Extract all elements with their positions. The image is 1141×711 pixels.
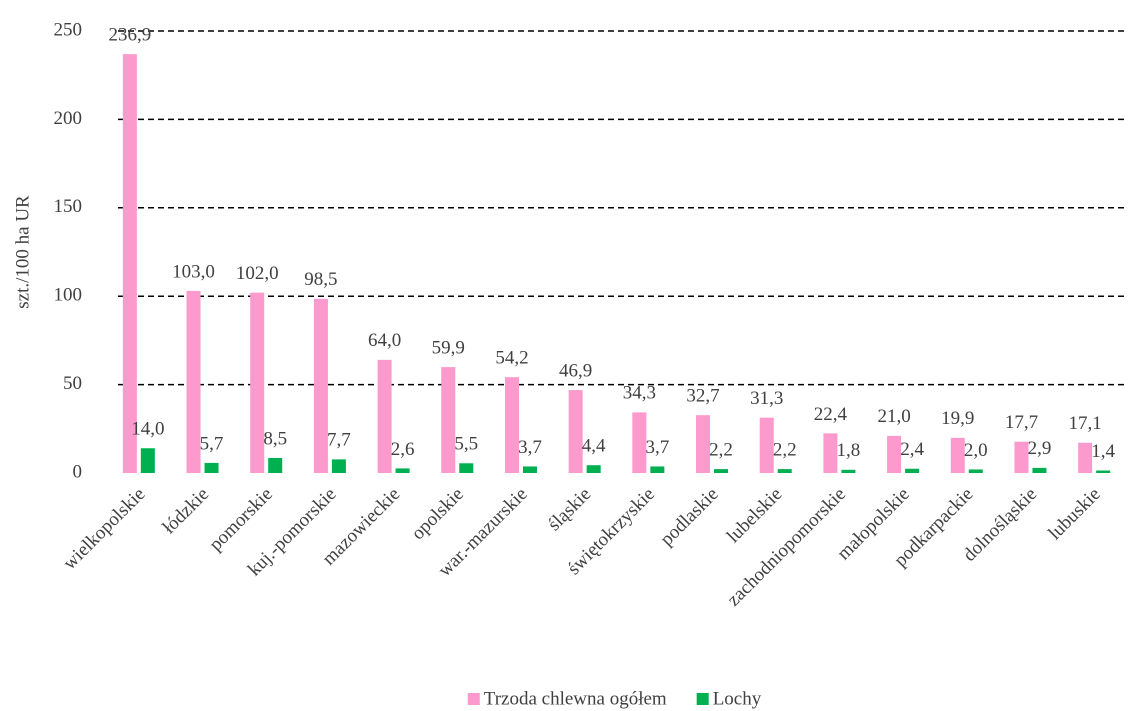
bar xyxy=(1014,441,1029,473)
bar xyxy=(568,390,583,473)
x-tick-label: lubuskie xyxy=(1044,484,1104,544)
x-tick-label: lubelskie xyxy=(723,484,786,547)
value-label: 5,5 xyxy=(454,434,478,455)
value-label: 34,3 xyxy=(623,383,656,404)
bar xyxy=(395,468,410,473)
value-label: 17,1 xyxy=(1069,413,1102,434)
x-tick-label: łódzkie xyxy=(159,484,213,538)
value-label: 103,0 xyxy=(172,261,215,282)
y-axis-label: szt./100 ha UR xyxy=(12,195,33,309)
legend-swatch xyxy=(467,693,480,705)
bar xyxy=(968,469,983,473)
legend-swatch xyxy=(696,693,709,705)
value-label: 54,2 xyxy=(495,348,528,369)
value-label: 102,0 xyxy=(236,263,279,284)
bar xyxy=(696,415,711,473)
value-label: 17,7 xyxy=(1005,412,1038,433)
bar xyxy=(905,468,920,473)
value-label: 98,5 xyxy=(304,269,337,290)
value-label: 236,9 xyxy=(108,25,151,46)
value-label: 1,8 xyxy=(837,440,861,461)
y-tick-label: 250 xyxy=(54,19,83,40)
x-tick-label: wielkopolskie xyxy=(59,484,149,574)
value-label: 21,0 xyxy=(877,406,910,427)
value-label: 2,6 xyxy=(391,439,415,460)
bar xyxy=(522,466,537,473)
value-label: 2,4 xyxy=(900,439,924,460)
bar xyxy=(586,465,601,473)
bar xyxy=(759,417,774,473)
bar xyxy=(632,412,647,473)
value-label: 8,5 xyxy=(263,428,287,449)
value-label: 1,4 xyxy=(1091,441,1115,462)
bar xyxy=(459,463,474,473)
bar xyxy=(140,448,155,473)
bar xyxy=(714,469,729,473)
value-label: 19,9 xyxy=(941,408,974,429)
bar xyxy=(377,359,392,473)
x-tick-label: śląskie xyxy=(544,484,595,535)
bar xyxy=(1096,470,1111,473)
bar xyxy=(250,292,265,473)
value-label: 4,4 xyxy=(582,436,606,457)
value-label: 31,3 xyxy=(750,388,783,409)
value-label: 2,0 xyxy=(964,440,988,461)
bar xyxy=(823,433,838,473)
bar xyxy=(1078,442,1093,473)
bar xyxy=(204,462,219,473)
bar xyxy=(268,457,283,473)
legend-label: Trzoda chlewna ogółem xyxy=(484,688,667,709)
bar xyxy=(504,377,519,473)
value-label: 5,7 xyxy=(200,433,224,454)
y-tick-label: 100 xyxy=(54,285,83,306)
value-label: 2,2 xyxy=(709,439,733,460)
value-label: 59,9 xyxy=(432,337,465,358)
legend-label: Lochy xyxy=(713,688,762,709)
value-label: 3,7 xyxy=(518,437,542,458)
x-tick-label: zachodniopomorskie xyxy=(723,484,850,611)
bar xyxy=(1032,467,1047,473)
value-label: 14,0 xyxy=(131,419,164,440)
bar xyxy=(841,469,856,473)
value-label: 32,7 xyxy=(686,386,719,407)
value-label: 64,0 xyxy=(368,330,401,351)
value-label: 7,7 xyxy=(327,430,351,451)
value-label: 3,7 xyxy=(645,437,669,458)
x-tick-label: opolskie xyxy=(408,484,468,544)
bar xyxy=(650,466,665,473)
bar xyxy=(186,290,201,473)
value-label: 2,2 xyxy=(773,439,797,460)
y-tick-label: 50 xyxy=(63,373,82,394)
y-tick-label: 200 xyxy=(54,108,83,129)
bar xyxy=(122,54,137,474)
value-label: 2,9 xyxy=(1028,438,1052,459)
bar xyxy=(950,437,965,473)
bar xyxy=(777,469,792,473)
value-label: 22,4 xyxy=(814,404,848,425)
bar xyxy=(313,298,328,473)
bar xyxy=(331,459,346,473)
x-tick-label: podlaskie xyxy=(656,484,722,550)
value-label: 46,9 xyxy=(559,360,592,381)
bar xyxy=(441,367,456,473)
bar xyxy=(887,435,902,473)
y-tick-label: 0 xyxy=(73,461,83,482)
y-tick-label: 150 xyxy=(54,196,83,217)
